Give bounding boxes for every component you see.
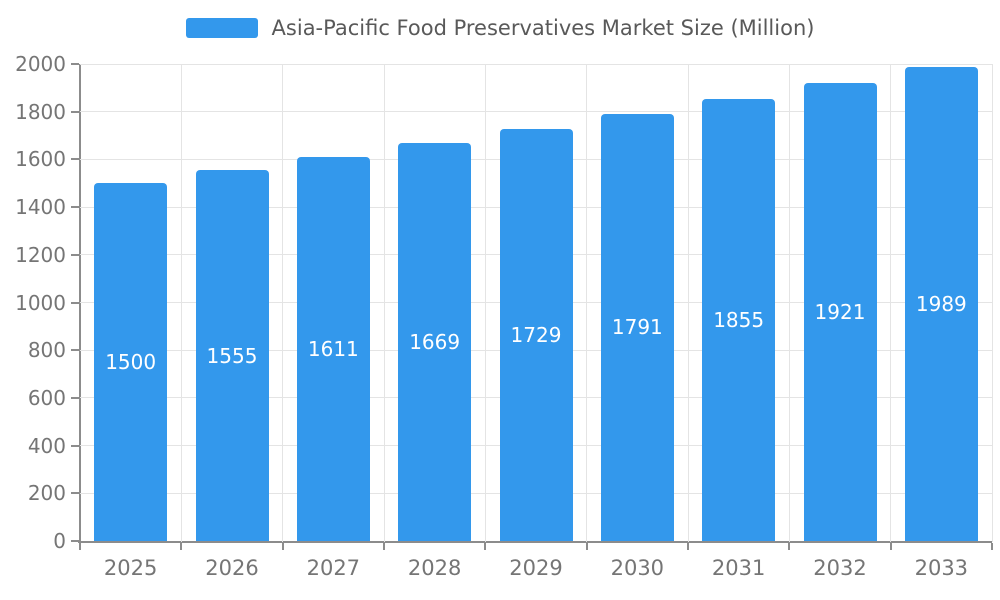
x-axis-tick-label: 2033 [914, 556, 969, 580]
x-gridline [991, 64, 993, 542]
x-gridline [484, 64, 486, 542]
legend[interactable]: Asia-Pacific Food Preservatives Market S… [0, 16, 1000, 40]
x-axis-tick [585, 543, 588, 550]
x-gridline [788, 64, 790, 542]
legend-title: Asia-Pacific Food Preservatives Market S… [271, 16, 815, 40]
y-gridline [80, 63, 992, 65]
x-axis-tick [687, 543, 689, 550]
y-axis-tick [71, 349, 79, 352]
y-axis-tick-label: 1600 [15, 147, 66, 172]
bar-2029[interactable] [499, 128, 573, 541]
x-axis-tick-label: 2030 [610, 556, 665, 580]
legend-swatch[interactable] [185, 18, 258, 38]
plot-area: 0 200 400 600 800 1000 1200 1400 1600 1800 2000 150… [15, 52, 993, 580]
x-axis-tick-label: 2028 [407, 556, 462, 580]
bar-2031[interactable] [702, 98, 776, 541]
bar-2033[interactable] [904, 66, 978, 541]
y-axis-tick-label: 1000 [15, 290, 66, 315]
y-axis-tick [71, 492, 79, 495]
x-axis-tick-label: 2026 [205, 556, 259, 580]
y-axis-tick-label: 2000 [15, 52, 66, 76]
x-gridline [383, 64, 385, 542]
bar-value-label: 1669 [409, 329, 461, 354]
bar-2026[interactable] [195, 170, 269, 541]
y-axis-tick-label: 400 [27, 433, 66, 458]
x-axis-tick-label: 2031 [711, 556, 766, 580]
x-axis-line [78, 541, 992, 543]
y-axis-tick-label: 1800 [15, 99, 66, 124]
x-axis-tick [889, 543, 892, 550]
y-gridline [80, 111, 992, 113]
y-axis-tick-label: 200 [27, 481, 66, 506]
bar-value-label: 1729 [510, 322, 562, 347]
y-axis-tick [71, 253, 79, 256]
bar-value-label: 1989 [915, 291, 967, 316]
y-axis-tick [71, 110, 79, 113]
x-axis-tick [383, 543, 385, 550]
y-axis-tick-label: 1400 [15, 195, 66, 220]
y-axis-tick [71, 158, 79, 161]
x-axis-tick-label: 2025 [103, 556, 158, 580]
x-axis-tick-label: 2029 [509, 556, 563, 580]
y-axis-tick [71, 206, 79, 209]
y-axis-tick [71, 63, 79, 65]
x-axis-tick [180, 543, 183, 550]
bar-2025[interactable] [94, 183, 168, 541]
bar-2030[interactable] [600, 113, 674, 541]
x-gridline [890, 64, 892, 542]
bar-2027[interactable] [296, 156, 370, 541]
y-axis-tick-label: 0 [53, 529, 66, 553]
y-axis-tick-label: 1200 [15, 242, 66, 267]
x-axis-tick-label: 2032 [813, 556, 867, 580]
bar-value-label: 1921 [814, 299, 866, 324]
x-axis-tick [991, 543, 993, 550]
x-axis-tick [79, 543, 81, 550]
bar-2028[interactable] [398, 142, 472, 541]
x-gridline [282, 64, 284, 542]
bar-2032[interactable] [803, 82, 877, 541]
y-axis-tick [71, 444, 79, 447]
y-axis-tick [71, 301, 79, 304]
y-axis-tick [71, 540, 79, 542]
bar-value-label: 1855 [713, 307, 765, 332]
x-axis-tick [281, 543, 284, 550]
x-axis-tick-label: 2027 [306, 556, 361, 580]
y-axis-line [79, 64, 81, 542]
bar-value-label: 1791 [611, 315, 663, 340]
bar-value-label: 1555 [206, 343, 258, 368]
x-axis-tick [788, 543, 791, 550]
y-axis-tick-label: 800 [27, 338, 66, 363]
x-gridline [586, 64, 588, 542]
x-gridline [180, 64, 182, 542]
y-axis-tick-label: 600 [27, 385, 66, 410]
x-axis-tick [484, 543, 487, 550]
bar-value-label: 1500 [105, 350, 157, 375]
bar-value-label: 1611 [307, 336, 359, 361]
y-axis-tick [71, 396, 79, 399]
x-gridline [687, 64, 689, 542]
